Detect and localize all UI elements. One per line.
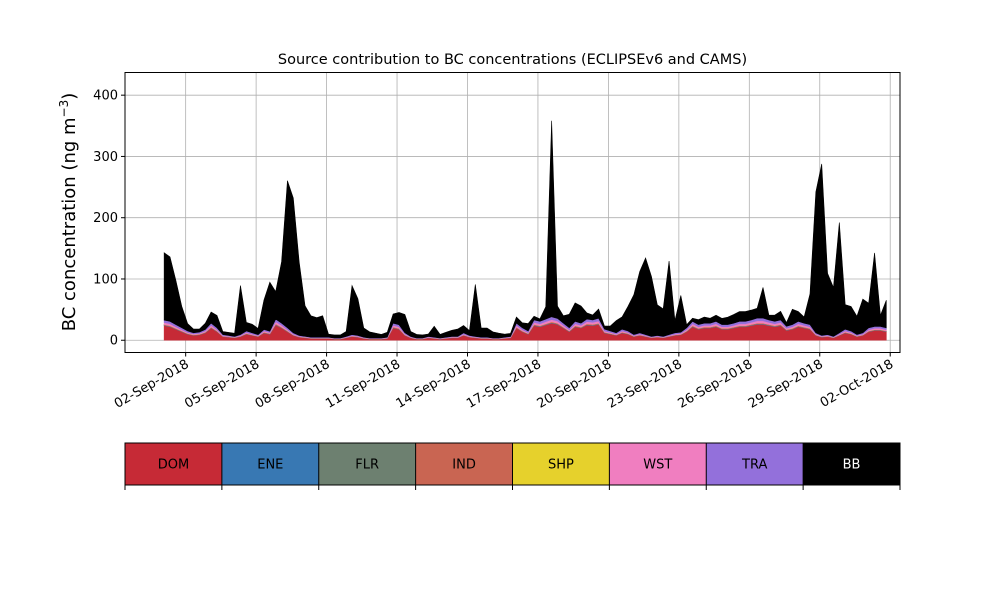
plot-frame xyxy=(124,72,901,353)
legend-label-wst: WST xyxy=(643,458,672,473)
y-axis-label: BC concentration (ng m−3) xyxy=(57,93,80,332)
legend-swatch-ene xyxy=(221,443,319,485)
legend-swatch-ind xyxy=(415,443,513,485)
y-tick-label: 400 xyxy=(93,89,118,104)
legend-swatch-dom xyxy=(125,443,222,485)
legend-label-flr: FLR xyxy=(355,458,379,473)
legend-label-shp: SHP xyxy=(548,458,574,473)
legend-swatch-bb xyxy=(803,443,900,485)
legend-label-dom: DOM xyxy=(158,458,189,473)
y-tick-label: 0 xyxy=(110,334,118,349)
legend-swatch-flr xyxy=(318,443,416,485)
legend-label-ind: IND xyxy=(452,458,476,473)
legend-swatch-wst xyxy=(609,443,707,485)
legend-label-ene: ENE xyxy=(257,458,283,473)
y-tick-label: 200 xyxy=(93,211,118,226)
y-axis-ticks: 0 100 200 300 400 xyxy=(93,89,125,349)
legend-frame xyxy=(124,442,901,486)
chart-title: Source contribution to BC concentrations… xyxy=(278,52,747,68)
legend-swatch-tra xyxy=(706,443,804,485)
legend-label-bb: BB xyxy=(843,458,861,473)
y-tick-label: 100 xyxy=(93,272,118,287)
y-axis-label-close: ) xyxy=(59,93,80,100)
legend-label-tra: TRA xyxy=(741,458,767,473)
legend-swatch-shp xyxy=(512,443,610,485)
y-axis-label-main: BC concentration (ng m xyxy=(59,117,80,331)
area-series xyxy=(163,120,887,341)
y-tick-label: 300 xyxy=(93,150,118,165)
area-bb xyxy=(163,120,887,339)
source-legend-colorbar: DOM ENE FLR IND SHP WST TRA BB xyxy=(124,442,901,490)
y-axis-label-exponent: −3 xyxy=(57,100,71,118)
